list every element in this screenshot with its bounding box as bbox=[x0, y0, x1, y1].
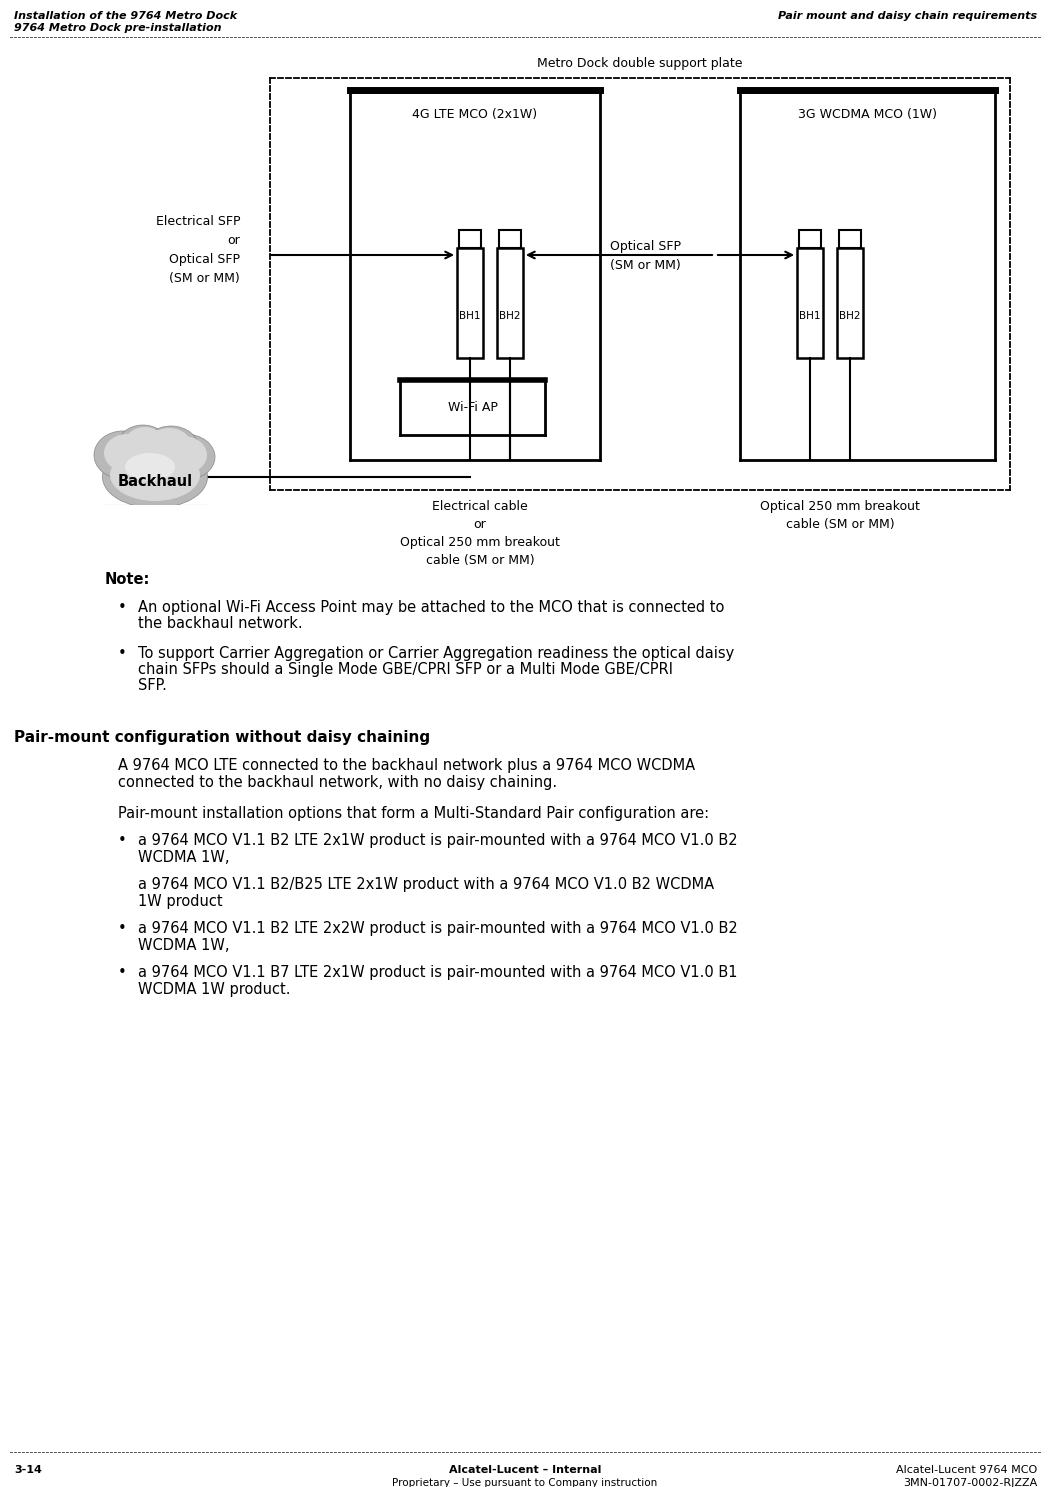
Text: To support Carrier Aggregation or Carrier Aggregation readiness the optical dais: To support Carrier Aggregation or Carrie… bbox=[138, 645, 735, 662]
Ellipse shape bbox=[125, 454, 176, 480]
Text: a 9764 MCO V1.1 B2 LTE 2x1W product is pair-mounted with a 9764 MCO V1.0 B2: a 9764 MCO V1.1 B2 LTE 2x1W product is p… bbox=[138, 833, 738, 848]
Bar bbox=[799, 230, 821, 248]
Text: WCDMA 1W product.: WCDMA 1W product. bbox=[138, 981, 290, 996]
Text: Backhaul: Backhaul bbox=[118, 474, 192, 489]
Bar bbox=[497, 248, 523, 358]
Text: Optical 250 mm breakout
cable (SM or MM): Optical 250 mm breakout cable (SM or MM) bbox=[760, 500, 920, 531]
Text: WCDMA 1W,: WCDMA 1W, bbox=[138, 938, 229, 953]
Text: Optical SFP
(SM or MM): Optical SFP (SM or MM) bbox=[610, 239, 681, 272]
Text: 1W product: 1W product bbox=[138, 894, 223, 909]
Text: a 9764 MCO V1.1 B2/B25 LTE 2x1W product with a 9764 MCO V1.0 B2 WCDMA: a 9764 MCO V1.1 B2/B25 LTE 2x1W product … bbox=[138, 877, 714, 892]
Bar bbox=[102, 506, 208, 537]
Bar bbox=[459, 230, 481, 248]
Text: SFP.: SFP. bbox=[138, 678, 167, 693]
Text: BH1: BH1 bbox=[799, 311, 821, 321]
Bar bbox=[797, 248, 823, 358]
Text: 3G WCDMA MCO (1W): 3G WCDMA MCO (1W) bbox=[798, 109, 937, 120]
Text: Electrical cable
or
Optical 250 mm breakout
cable (SM or MM): Electrical cable or Optical 250 mm break… bbox=[400, 500, 560, 567]
Ellipse shape bbox=[117, 425, 169, 468]
Text: Alcatel-Lucent 9764 MCO: Alcatel-Lucent 9764 MCO bbox=[895, 1465, 1037, 1475]
Bar bbox=[457, 248, 483, 358]
Text: A 9764 MCO LTE connected to the backhaul network plus a 9764 MCO WCDMA: A 9764 MCO LTE connected to the backhaul… bbox=[118, 758, 695, 773]
Text: Alcatel-Lucent – Internal: Alcatel-Lucent – Internal bbox=[449, 1465, 601, 1475]
Ellipse shape bbox=[159, 436, 207, 474]
Text: chain SFPs should a Single Mode GBE/CPRI SFP or a Multi Mode GBE/CPRI: chain SFPs should a Single Mode GBE/CPRI… bbox=[138, 662, 673, 677]
Text: •: • bbox=[118, 920, 127, 935]
Text: WCDMA 1W,: WCDMA 1W, bbox=[138, 851, 229, 865]
Ellipse shape bbox=[94, 431, 152, 479]
Ellipse shape bbox=[146, 428, 192, 465]
Text: 9764 Metro Dock pre-installation: 9764 Metro Dock pre-installation bbox=[14, 22, 222, 33]
Text: Electrical SFP
or
Optical SFP
(SM or MM): Electrical SFP or Optical SFP (SM or MM) bbox=[156, 216, 240, 286]
Text: BH2: BH2 bbox=[499, 311, 520, 321]
Bar bbox=[499, 230, 521, 248]
Text: connected to the backhaul network, with no daisy chaining.: connected to the backhaul network, with … bbox=[118, 775, 557, 790]
Text: Note:: Note: bbox=[105, 572, 150, 587]
Text: the backhaul network.: the backhaul network. bbox=[138, 616, 303, 630]
Text: Pair mount and daisy chain requirements: Pair mount and daisy chain requirements bbox=[778, 10, 1037, 21]
Text: Wi-Fi AP: Wi-Fi AP bbox=[448, 401, 497, 413]
Text: BH2: BH2 bbox=[840, 311, 861, 321]
Ellipse shape bbox=[110, 449, 200, 501]
Bar bbox=[839, 230, 861, 248]
Text: •: • bbox=[118, 965, 127, 980]
Text: Proprietary – Use pursuant to Company instruction: Proprietary – Use pursuant to Company in… bbox=[392, 1478, 658, 1487]
Ellipse shape bbox=[104, 434, 150, 471]
Text: a 9764 MCO V1.1 B2 LTE 2x2W product is pair-mounted with a 9764 MCO V1.0 B2: a 9764 MCO V1.1 B2 LTE 2x2W product is p… bbox=[138, 920, 738, 935]
Ellipse shape bbox=[154, 434, 215, 480]
Text: Installation of the 9764 Metro Dock: Installation of the 9764 Metro Dock bbox=[14, 10, 238, 21]
Text: Metro Dock double support plate: Metro Dock double support plate bbox=[537, 57, 743, 70]
Text: An optional Wi-Fi Access Point may be attached to the MCO that is connected to: An optional Wi-Fi Access Point may be at… bbox=[138, 599, 724, 616]
Ellipse shape bbox=[143, 425, 199, 471]
Text: Pair-mount installation options that form a Multi-Standard Pair configuration ar: Pair-mount installation options that for… bbox=[118, 806, 709, 821]
Text: •: • bbox=[118, 645, 127, 662]
Text: •: • bbox=[118, 833, 127, 848]
Text: 3-14: 3-14 bbox=[14, 1465, 42, 1475]
Text: •: • bbox=[118, 599, 127, 616]
Text: a 9764 MCO V1.1 B7 LTE 2x1W product is pair-mounted with a 9764 MCO V1.0 B1: a 9764 MCO V1.1 B7 LTE 2x1W product is p… bbox=[138, 965, 738, 980]
Text: Pair-mount configuration without daisy chaining: Pair-mount configuration without daisy c… bbox=[14, 730, 430, 745]
Text: BH1: BH1 bbox=[459, 311, 480, 321]
Ellipse shape bbox=[103, 446, 207, 509]
Text: 4G LTE MCO (2x1W): 4G LTE MCO (2x1W) bbox=[412, 109, 537, 120]
Bar bbox=[837, 248, 863, 358]
Ellipse shape bbox=[124, 427, 166, 462]
Text: 3MN-01707-0002-RJZZA: 3MN-01707-0002-RJZZA bbox=[903, 1478, 1037, 1487]
